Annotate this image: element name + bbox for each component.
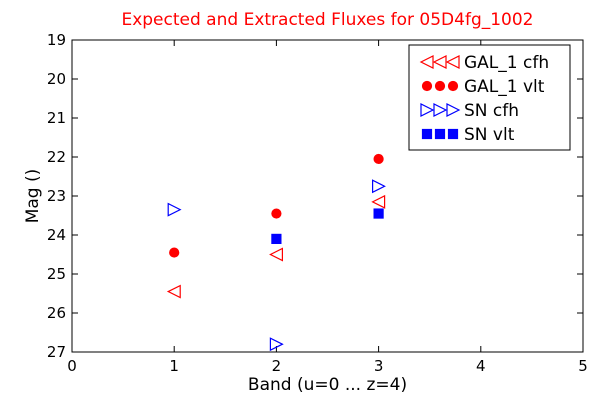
y-tick-label: 26 xyxy=(47,304,66,322)
x-tick-label: 1 xyxy=(169,357,179,375)
legend-marker xyxy=(445,55,460,69)
y-tick-label: 27 xyxy=(47,343,66,361)
legend-marker xyxy=(421,80,433,92)
y-tick-label: 25 xyxy=(47,265,66,283)
data-point xyxy=(269,337,284,352)
legend-marker xyxy=(447,128,459,140)
data-point xyxy=(271,233,282,244)
data-point xyxy=(167,202,182,217)
y-tick-label: 21 xyxy=(47,109,66,127)
x-tick-label: 4 xyxy=(476,357,486,375)
legend: GAL_1 cfh GAL_1 vlt SN cfh SN vlt xyxy=(408,44,571,151)
legend-marker xyxy=(434,80,446,92)
chart-title: Expected and Extracted Fluxes for 05D4fg… xyxy=(121,10,533,30)
legend-label: SN vlt xyxy=(464,125,515,145)
legend-marker xyxy=(421,128,433,140)
legend-marker xyxy=(447,80,459,92)
legend-label: GAL_1 vlt xyxy=(464,77,545,97)
legend-marker xyxy=(420,103,435,117)
y-tick-label: 22 xyxy=(47,148,66,166)
data-point xyxy=(166,284,181,299)
legend-marker xyxy=(434,128,446,140)
data-point xyxy=(371,194,386,209)
y-tick-label: 24 xyxy=(47,226,66,244)
y-tick-label: 20 xyxy=(47,70,66,88)
y-tick-label: 23 xyxy=(47,187,66,205)
legend-marker xyxy=(446,103,461,117)
data-point xyxy=(373,153,384,165)
data-point xyxy=(372,179,386,194)
legend-label: GAL_1 cfh xyxy=(464,53,549,73)
legend-marker xyxy=(433,103,448,117)
data-points xyxy=(166,153,386,352)
y-tick-label: 19 xyxy=(47,31,66,49)
x-tick-label: 5 xyxy=(578,357,588,375)
x-tick-label: 3 xyxy=(374,357,384,375)
x-axis-label: Band (u=0 ... z=4) xyxy=(248,375,407,395)
data-point xyxy=(269,247,283,262)
legend-label: SN cfh xyxy=(464,101,519,121)
x-tick-label: 0 xyxy=(67,357,77,375)
x-tick-label: 2 xyxy=(272,357,282,375)
data-point xyxy=(271,208,282,219)
data-point xyxy=(373,208,384,219)
data-point xyxy=(169,247,180,258)
y-axis-label: Mag () xyxy=(23,169,43,224)
